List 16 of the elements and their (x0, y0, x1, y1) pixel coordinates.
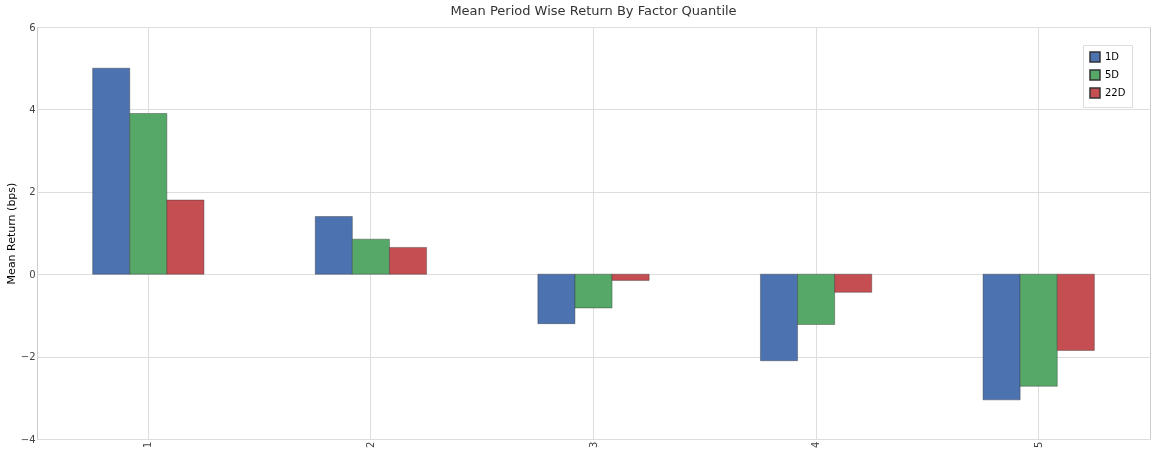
y-tick-label: 2 (29, 186, 36, 198)
x-tick-label: 3 (587, 441, 599, 448)
y-axis-title: Mean Return (bps) (4, 182, 18, 285)
x-tick-label: 2 (364, 441, 376, 448)
legend-label: 1D (1105, 51, 1120, 62)
y-tick-label: −2 (20, 351, 36, 363)
legend-label: 5D (1105, 69, 1120, 80)
y-tick-label: 4 (29, 103, 36, 115)
x-tick-label: 4 (810, 441, 822, 448)
y-tick-label: 0 (29, 268, 36, 280)
x-tick-label: 1 (142, 441, 154, 448)
chart-title: Mean Period Wise Return By Factor Quantile (450, 3, 737, 18)
y-tick-label: 6 (29, 21, 36, 33)
x-tick-label: 5 (1032, 441, 1044, 448)
legend-label: 22D (1105, 87, 1126, 98)
y-tick-label: −4 (20, 433, 36, 445)
